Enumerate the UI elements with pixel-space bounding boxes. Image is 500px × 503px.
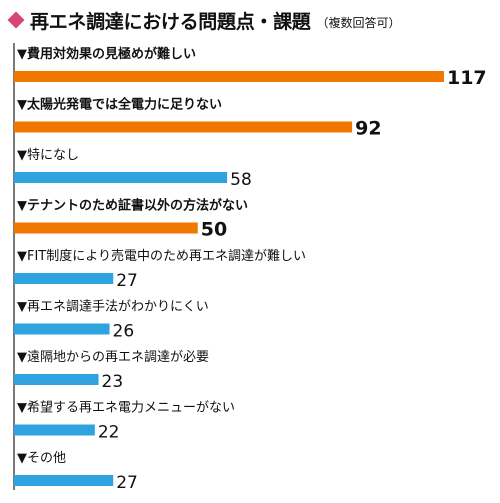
category-label: ▼特になし <box>17 148 79 163</box>
bar <box>14 475 114 486</box>
bar <box>14 222 198 234</box>
bar <box>14 323 110 335</box>
value-label: 92 <box>355 118 381 140</box>
category-label: ▼希望する再エネ電力メニューがない <box>17 400 235 416</box>
category-label: ▼費用対効果の見極めが難しい <box>17 46 196 62</box>
value-label: 27 <box>116 271 138 291</box>
value-label: 117 <box>447 67 487 89</box>
value-label: 50 <box>201 219 227 241</box>
chart-subtitle: （複数回答可） <box>316 16 401 30</box>
title-row: 再エネ調達における問題点・課題 （複数回答可） <box>6 6 401 34</box>
bar <box>14 374 99 385</box>
category-label: ▼再エネ調達手法がわかりにくい <box>17 300 209 315</box>
value-label: 22 <box>98 423 120 443</box>
value-label: 26 <box>113 322 135 342</box>
category-label: ▼その他 <box>17 451 66 466</box>
value-label: 23 <box>102 372 124 392</box>
value-label: 27 <box>116 473 138 493</box>
bar <box>14 172 228 183</box>
category-label: ▼テナントのため証書以外の方法がない <box>17 198 248 214</box>
bar <box>14 121 353 133</box>
bar <box>14 424 95 436</box>
bar <box>14 71 444 82</box>
chart-title: 再エネ調達における問題点・課題 <box>30 10 311 33</box>
bar <box>14 273 114 284</box>
category-label: ▼FIT制度により売電中のため再エネ調達が難しい <box>17 248 306 264</box>
category-label: ▼太陽光発電では全電力に足りない <box>17 97 222 113</box>
category-label: ▼遠隔地からの再エネ調達が必要 <box>17 350 209 365</box>
value-label: 58 <box>230 170 252 190</box>
